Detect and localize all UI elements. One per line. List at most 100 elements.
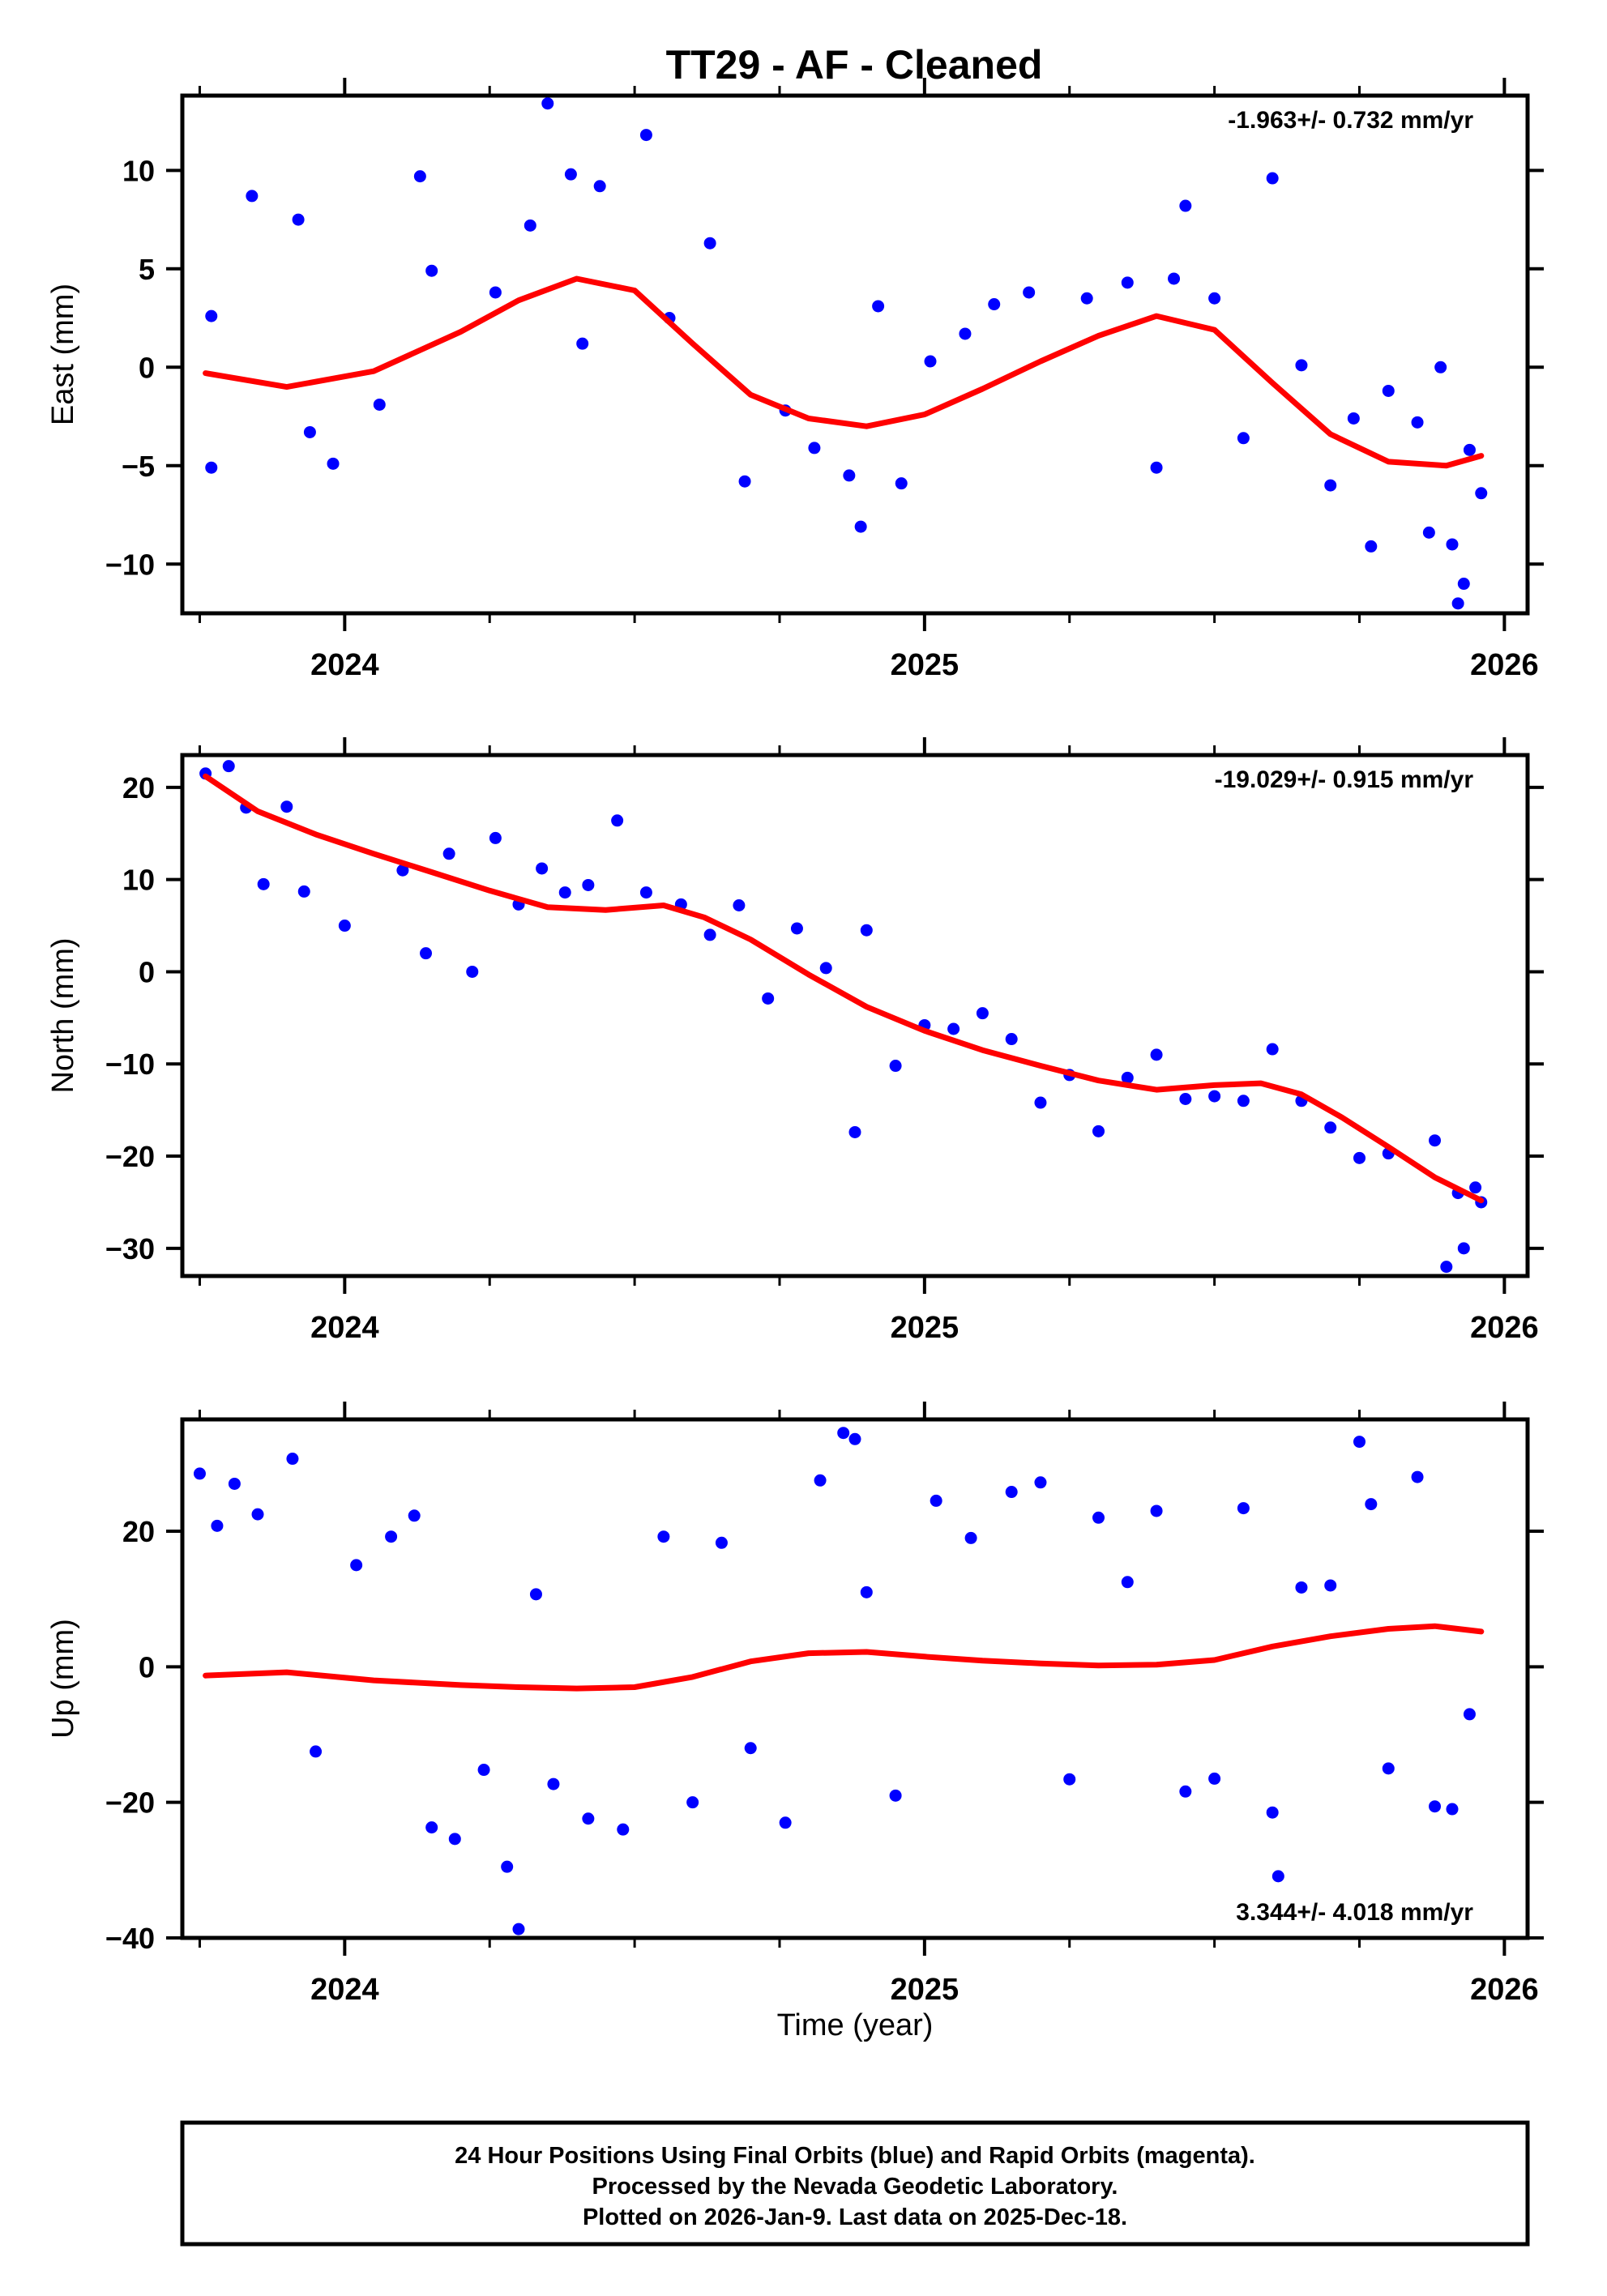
up-data-point bbox=[1179, 1786, 1191, 1798]
up-data-point bbox=[861, 1586, 873, 1598]
north-data-point bbox=[890, 1060, 902, 1072]
up-data-point bbox=[1365, 1498, 1377, 1510]
up-x-tick-label: 2026 bbox=[1470, 1973, 1539, 2007]
north-y-axis-label: North (mm) bbox=[46, 937, 80, 1093]
east-data-point bbox=[1423, 527, 1435, 539]
up-data-point bbox=[530, 1588, 542, 1600]
east-data-point bbox=[843, 469, 855, 481]
up-data-point bbox=[1429, 1800, 1441, 1812]
east-data-point bbox=[739, 476, 751, 488]
east-data-point bbox=[1295, 359, 1307, 371]
north-data-point bbox=[1034, 1097, 1046, 1109]
up-data-point bbox=[1272, 1870, 1284, 1882]
east-data-point bbox=[1081, 292, 1093, 305]
east-data-point bbox=[565, 169, 577, 181]
east-data-point bbox=[640, 129, 652, 141]
east-panel: 2024 2025 2026 −10 −5 0 5 10 East (mm) -1.963+/- … bbox=[46, 78, 1544, 682]
east-data-point bbox=[293, 214, 305, 226]
up-data-point bbox=[1208, 1773, 1220, 1785]
east-data-point bbox=[1122, 276, 1134, 288]
north-data-point bbox=[1151, 1048, 1163, 1061]
north-data-point bbox=[1092, 1125, 1105, 1137]
up-data-point bbox=[425, 1821, 438, 1833]
east-data-point bbox=[988, 298, 1000, 310]
east-data-point bbox=[1365, 540, 1377, 553]
up-data-point bbox=[657, 1530, 669, 1543]
east-plot-frame bbox=[182, 96, 1528, 613]
up-data-point bbox=[780, 1816, 792, 1829]
east-y-tick-label: −5 bbox=[122, 450, 155, 483]
north-data-point bbox=[1458, 1242, 1470, 1254]
up-data-point bbox=[849, 1433, 861, 1445]
up-data-point bbox=[449, 1833, 461, 1845]
north-y-tick-label: 20 bbox=[122, 771, 155, 804]
east-data-point bbox=[246, 190, 258, 202]
east-data-point bbox=[1168, 272, 1180, 284]
north-x-tick-label: 2026 bbox=[1470, 1311, 1539, 1345]
up-data-point bbox=[478, 1764, 490, 1776]
up-y-tick-label: 0 bbox=[139, 1650, 155, 1684]
east-data-point bbox=[1023, 286, 1035, 298]
up-data-point bbox=[1151, 1504, 1163, 1517]
up-y-axis-label: Up (mm) bbox=[46, 1619, 80, 1739]
up-data-point bbox=[1006, 1486, 1018, 1498]
up-data-point bbox=[1237, 1502, 1250, 1514]
east-fit-line bbox=[206, 279, 1481, 466]
east-x-tick-label: 2026 bbox=[1470, 648, 1539, 682]
east-data-point bbox=[594, 180, 606, 192]
up-y-tick-label: −20 bbox=[105, 1786, 155, 1820]
footer-box: 24 Hour Positions Using Final Orbits (bl… bbox=[182, 2123, 1528, 2244]
up-rate-label: 3.344+/- 4.018 mm/yr bbox=[1236, 1899, 1473, 1926]
east-data-point bbox=[304, 426, 316, 438]
up-data-point bbox=[547, 1778, 559, 1790]
east-y-tick-label: 10 bbox=[122, 154, 155, 187]
up-data-point bbox=[252, 1509, 264, 1521]
north-data-point bbox=[489, 832, 502, 844]
up-data-point bbox=[1412, 1471, 1424, 1483]
north-data-point bbox=[466, 966, 478, 978]
east-data-point bbox=[1434, 361, 1447, 373]
chart-title: TT29 - AF - Cleaned bbox=[666, 42, 1043, 87]
up-data-point bbox=[513, 1923, 525, 1935]
up-data-point bbox=[408, 1509, 421, 1521]
east-data-point bbox=[327, 458, 340, 470]
north-data-point bbox=[849, 1126, 861, 1138]
east-data-point bbox=[1179, 200, 1191, 212]
up-y-tick-label: −40 bbox=[105, 1922, 155, 1955]
gps-time-series-chart: TT29 - AF - Cleaned 2024 2025 2026−10−5051… bbox=[0, 0, 1607, 2296]
up-data-point bbox=[1383, 1762, 1395, 1774]
up-data-point bbox=[385, 1530, 397, 1543]
east-data-point bbox=[205, 462, 217, 474]
east-data-point bbox=[1237, 432, 1250, 444]
north-data-point bbox=[339, 920, 351, 932]
east-x-tick-label: 2025 bbox=[891, 648, 959, 682]
north-data-point bbox=[640, 886, 652, 898]
east-data-point bbox=[808, 442, 820, 454]
up-data-point bbox=[1446, 1803, 1458, 1816]
up-data-point bbox=[686, 1796, 699, 1808]
north-data-point bbox=[611, 814, 623, 826]
up-data-point bbox=[211, 1520, 223, 1532]
up-x-tick-label: 2025 bbox=[891, 1973, 959, 2007]
east-data-point bbox=[425, 265, 438, 277]
north-data-point bbox=[733, 899, 745, 911]
north-data-point bbox=[443, 847, 455, 860]
east-rate-label: -1.963+/- 0.732 mm/yr bbox=[1228, 107, 1473, 134]
east-data-point bbox=[959, 327, 971, 339]
north-data-point bbox=[298, 886, 310, 898]
up-panel: 2024 2025 2026−40−20020Up (mm)3.344+/- 4.0… bbox=[46, 1402, 1544, 2007]
up-data-point bbox=[837, 1427, 849, 1439]
east-data-point bbox=[1151, 462, 1163, 474]
north-data-point bbox=[1179, 1093, 1191, 1105]
east-data-point bbox=[576, 338, 588, 350]
up-data-point bbox=[501, 1861, 513, 1873]
up-data-point bbox=[194, 1467, 206, 1479]
north-fit-line bbox=[206, 776, 1481, 1200]
east-data-point bbox=[1458, 578, 1470, 590]
up-data-point bbox=[890, 1790, 902, 1802]
north-y-tick-label: −10 bbox=[105, 1048, 155, 1081]
up-data-point bbox=[310, 1745, 322, 1757]
north-y-tick-label: −30 bbox=[105, 1232, 155, 1265]
east-data-point bbox=[541, 97, 553, 109]
east-data-point bbox=[1446, 538, 1458, 550]
